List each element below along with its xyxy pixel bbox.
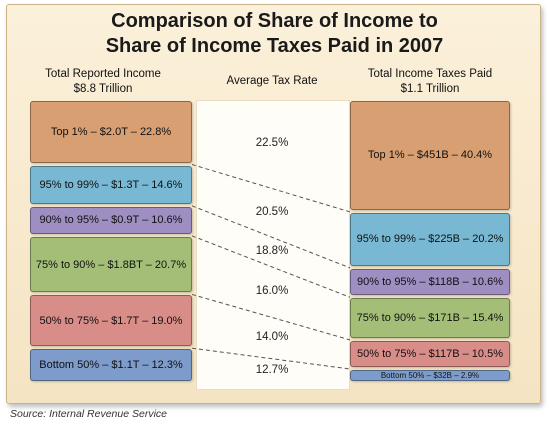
- tax-column-header: Total Income Taxes Paid $1.1 Trillion: [350, 67, 510, 97]
- rate-column-header: Average Tax Rate: [226, 75, 318, 87]
- tax-segment: Bottom 50% – $32B – 2.9%: [350, 370, 510, 381]
- chart-title-line-1: Comparison of Share of Income to: [111, 10, 438, 32]
- tax-segment: Top 1% – $451B – 40.4%: [350, 101, 510, 210]
- income-segment: Top 1% – $2.0T – 22.8%: [30, 101, 192, 163]
- tax-segment: 95% to 99% – $225B – 20.2%: [350, 212, 510, 266]
- chart-title-line-2: Share of Income Taxes Paid in 2007: [105, 35, 444, 57]
- income-segment: 90% to 95% – $0.9T – 10.6%: [30, 206, 192, 234]
- average-tax-rate-label: 14.0%: [255, 330, 289, 343]
- average-tax-rate-label: 16.0%: [255, 284, 289, 297]
- average-tax-rate-label: 20.5%: [255, 205, 289, 218]
- income-header-title: Total Reported Income: [45, 68, 161, 80]
- tax-segment: 75% to 90% – $171B – 15.4%: [350, 298, 510, 338]
- tax-segment: 90% to 95% – $118B – 10.6%: [350, 268, 510, 296]
- average-tax-rate-label: 22.5%: [255, 137, 289, 150]
- tax-header-total: $1.1 Trillion: [400, 83, 460, 95]
- average-tax-rate-label: 12.7%: [255, 363, 289, 376]
- income-column-header: Total Reported Income $8.8 Trillion: [18, 67, 188, 97]
- average-tax-rate-label: 18.8%: [255, 244, 289, 257]
- income-segment: 50% to 75% – $1.7T – 19.0%: [30, 295, 192, 347]
- income-header-total: $8.8 Trillion: [73, 83, 133, 95]
- income-segment: 75% to 90% – $1.8BT – 20.7%: [30, 236, 192, 293]
- tax-header-title: Total Income Taxes Paid: [367, 68, 493, 80]
- income-segment: Bottom 50% – $1.1T – 12.3%: [30, 349, 192, 381]
- tax-segment: 50% to 75% – $117B – 10.5%: [350, 340, 510, 367]
- source-note: Source: Internal Revenue Service: [10, 408, 168, 420]
- income-segment: 95% to 99% – $1.3T – 14.6%: [30, 165, 192, 204]
